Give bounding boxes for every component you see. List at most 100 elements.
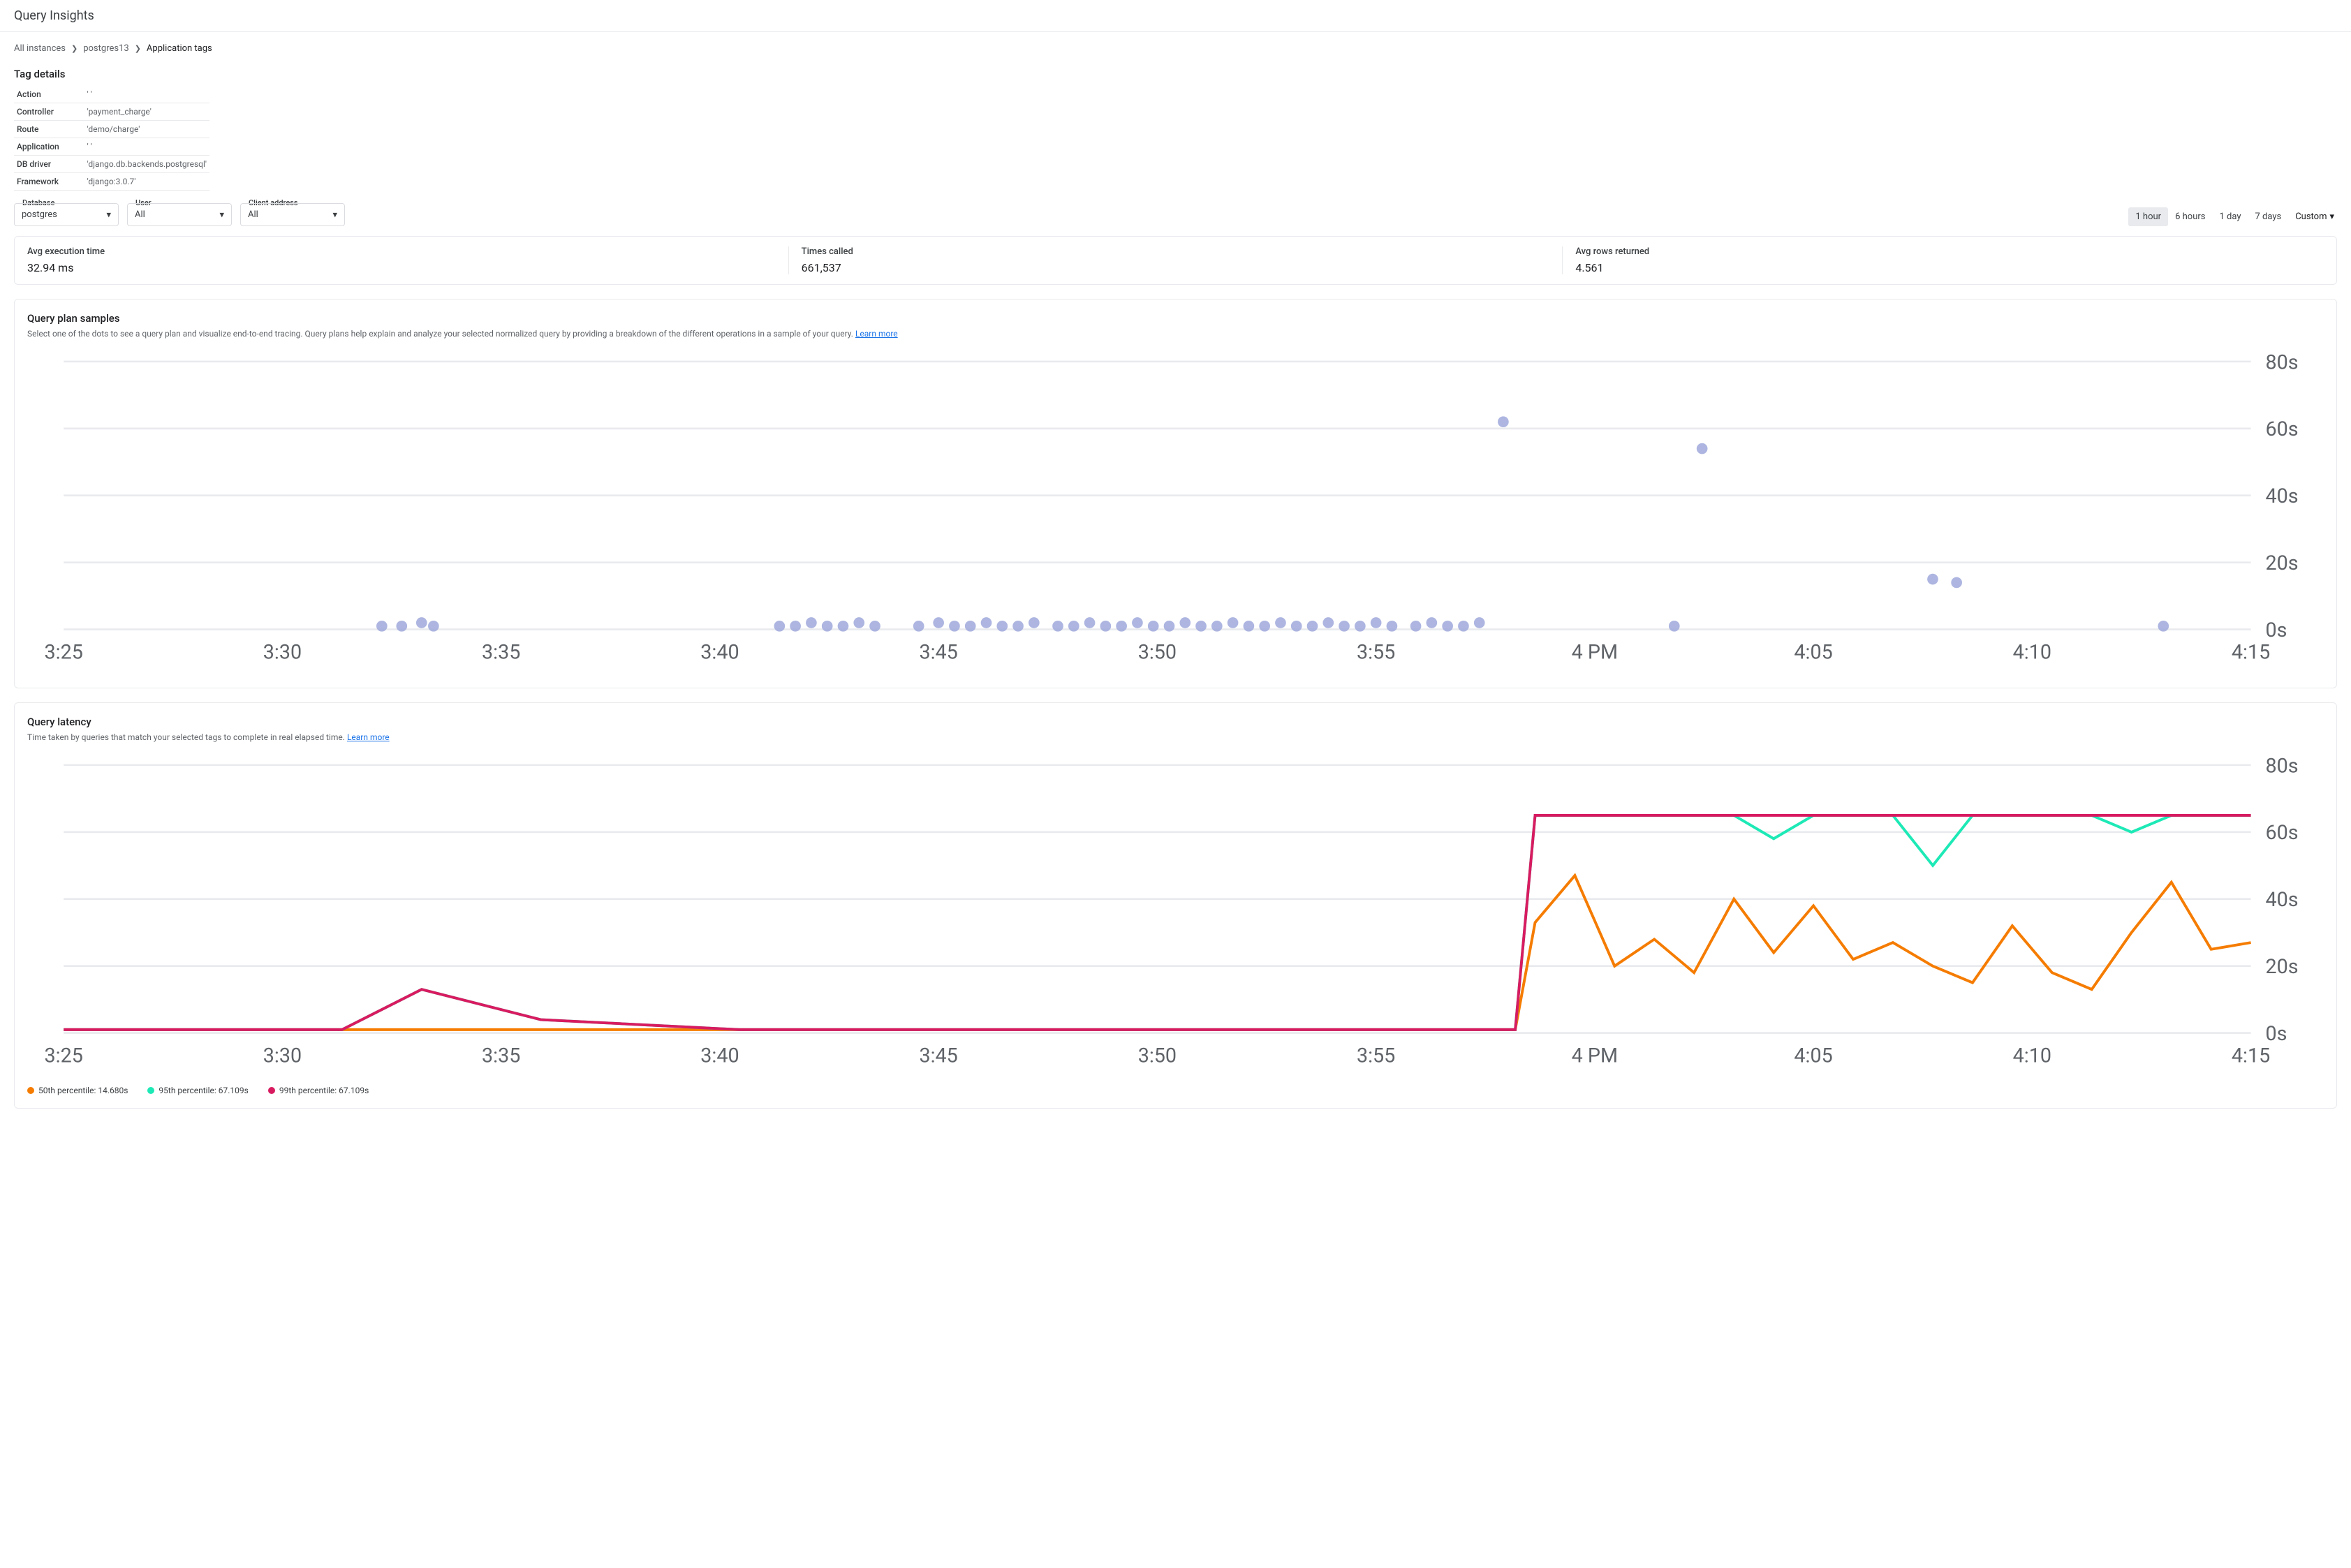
stats-card: Avg execution time 32.94 ms Times called… (14, 236, 2337, 285)
scatter-point[interactable] (2158, 621, 2169, 632)
latency-line (64, 815, 2250, 1030)
svg-text:3:40: 3:40 (700, 1044, 739, 1067)
scatter-point[interactable] (416, 617, 427, 628)
svg-text:4 PM: 4 PM (1572, 1044, 1618, 1067)
breadcrumb: All instances ❯ postgres13 ❯ Application… (14, 43, 2337, 54)
table-row: DB driver'django.db.backends.postgresql' (14, 156, 209, 173)
svg-text:3:55: 3:55 (1357, 1044, 1395, 1067)
scatter-point[interactable] (1228, 617, 1239, 628)
scatter-point[interactable] (806, 617, 817, 628)
client-filter[interactable]: All ▾ (240, 203, 345, 226)
latency-chart-title: Query latency (27, 716, 2324, 728)
scatter-point[interactable] (1029, 617, 1040, 628)
tag-details-title: Tag details (14, 68, 2337, 80)
scatter-point[interactable] (933, 617, 944, 628)
scatter-point[interactable] (1442, 621, 1453, 632)
scatter-point[interactable] (1427, 617, 1438, 628)
scatter-point[interactable] (1355, 621, 1366, 632)
database-filter[interactable]: postgres ▾ (14, 203, 119, 226)
legend-label: 99th percentile: 67.109s (279, 1086, 369, 1095)
scatter-point[interactable] (1012, 621, 1024, 632)
scatter-point[interactable] (1669, 621, 1680, 632)
legend-item[interactable]: 50th percentile: 14.680s (27, 1086, 128, 1095)
time-range-custom[interactable]: Custom▾ (2288, 207, 2337, 226)
client-filter-value: All (248, 209, 258, 220)
legend-item[interactable]: 99th percentile: 67.109s (268, 1086, 369, 1095)
scatter-point[interactable] (1498, 416, 1509, 427)
legend-item[interactable]: 95th percentile: 67.109s (147, 1086, 248, 1095)
scatter-point[interactable] (1116, 621, 1127, 632)
stat-exec-value: 32.94 ms (27, 261, 776, 274)
scatter-point[interactable] (1697, 443, 1708, 454)
svg-text:3:35: 3:35 (482, 640, 520, 664)
scatter-point[interactable] (838, 621, 849, 632)
scatter-point[interactable] (1244, 621, 1255, 632)
time-range-option[interactable]: 1 hour (2128, 207, 2168, 226)
latency-legend: 50th percentile: 14.680s 95th percentile:… (27, 1079, 2324, 1095)
scatter-point[interactable] (1068, 621, 1079, 632)
time-range-option[interactable]: 1 day (2212, 207, 2248, 226)
scatter-point[interactable] (1052, 621, 1063, 632)
scatter-point[interactable] (913, 621, 924, 632)
time-range-option[interactable]: 6 hours (2168, 207, 2212, 226)
svg-text:3:30: 3:30 (263, 1044, 302, 1067)
scatter-point[interactable] (1148, 621, 1159, 632)
learn-more-link[interactable]: Learn more (855, 329, 898, 339)
scatter-point[interactable] (1084, 617, 1096, 628)
svg-text:4:10: 4:10 (2013, 1044, 2051, 1067)
chevron-right-icon: ❯ (71, 44, 78, 53)
scatter-point[interactable] (1339, 621, 1350, 632)
scatter-point[interactable] (1307, 621, 1318, 632)
tag-key: DB driver (14, 156, 84, 173)
scatter-point[interactable] (822, 621, 833, 632)
stat-calls-value: 661,537 (802, 261, 1550, 274)
scatter-point[interactable] (1211, 621, 1223, 632)
svg-text:40s: 40s (2265, 888, 2298, 912)
scatter-chart-title: Query plan samples (27, 312, 2324, 325)
svg-text:80s: 80s (2265, 754, 2298, 778)
scatter-point[interactable] (1927, 574, 1938, 585)
scatter-point[interactable] (428, 621, 439, 632)
scatter-point[interactable] (1322, 617, 1334, 628)
scatter-point[interactable] (774, 621, 786, 632)
learn-more-link[interactable]: Learn more (347, 732, 390, 742)
tag-value: 'django.db.backends.postgresql' (84, 156, 209, 173)
scatter-point[interactable] (853, 617, 864, 628)
svg-text:80s: 80s (2265, 350, 2298, 374)
svg-text:0s: 0s (2265, 619, 2287, 642)
scatter-point[interactable] (869, 621, 880, 632)
time-range-option[interactable]: 7 days (2248, 207, 2288, 226)
breadcrumb-all-instances[interactable]: All instances (14, 43, 66, 54)
breadcrumb-instance[interactable]: postgres13 (83, 43, 128, 54)
scatter-point[interactable] (949, 621, 960, 632)
scatter-point[interactable] (1179, 617, 1191, 628)
tag-value: ' ' (84, 138, 209, 156)
scatter-point[interactable] (1410, 621, 1422, 632)
legend-label: 95th percentile: 67.109s (159, 1086, 248, 1095)
caret-down-icon: ▾ (332, 209, 337, 220)
scatter-point[interactable] (1951, 577, 1962, 589)
scatter-point[interactable] (996, 621, 1008, 632)
scatter-point[interactable] (981, 617, 992, 628)
scatter-point[interactable] (965, 621, 976, 632)
scatter-point[interactable] (396, 621, 407, 632)
scatter-point[interactable] (1132, 617, 1143, 628)
scatter-point[interactable] (376, 621, 388, 632)
scatter-point[interactable] (1474, 617, 1485, 628)
scatter-point[interactable] (1275, 617, 1286, 628)
latency-chart[interactable]: 0s20s40s60s80s3:253:303:353:403:453:503:… (27, 750, 2324, 1079)
scatter-chart[interactable]: 0s20s40s60s80s3:253:303:353:403:453:503:… (27, 347, 2324, 675)
legend-dot-icon (268, 1087, 275, 1094)
scatter-point[interactable] (1387, 621, 1398, 632)
user-filter-value: All (135, 209, 145, 220)
scatter-point[interactable] (1291, 621, 1302, 632)
scatter-point[interactable] (1100, 621, 1112, 632)
scatter-point[interactable] (1195, 621, 1207, 632)
scatter-point[interactable] (1371, 617, 1382, 628)
svg-text:3:55: 3:55 (1357, 640, 1395, 664)
scatter-point[interactable] (1164, 621, 1175, 632)
user-filter[interactable]: All ▾ (127, 203, 232, 226)
scatter-point[interactable] (1259, 621, 1270, 632)
scatter-point[interactable] (790, 621, 801, 632)
scatter-point[interactable] (1458, 621, 1469, 632)
